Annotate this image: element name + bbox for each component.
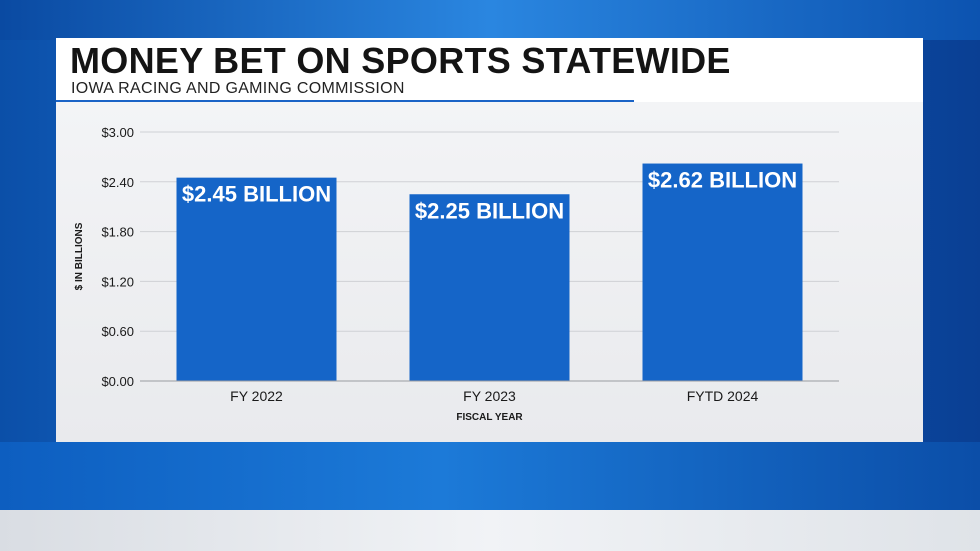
y-tick-label: $2.40 — [101, 175, 134, 190]
y-axis-label: $ IN BILLIONS — [74, 222, 85, 290]
bar-chart: $0.00 $0.60 $1.20 $1.80 $2.40 $3.00 $ IN BILLI… — [74, 125, 839, 423]
header-divider — [56, 100, 634, 102]
x-axis-label: FISCAL YEAR — [456, 412, 523, 423]
x-tick-label: FY 2022 — [230, 388, 283, 404]
chart-subtitle: IOWA RACING AND GAMING COMMISSION — [71, 80, 405, 97]
background-bottom-band — [0, 510, 980, 551]
chart-panel: $0.00 $0.60 $1.20 $1.80 $2.40 $3.00 $ IN BILLI… — [56, 102, 923, 442]
bar-data-label: $2.45 BILLION — [182, 182, 331, 207]
y-tick-label: $0.00 — [101, 374, 134, 389]
x-tick-label: FYTD 2024 — [687, 388, 759, 404]
bar — [409, 194, 570, 381]
bar-data-label: $2.25 BILLION — [415, 198, 564, 223]
chart-header: MONEY BET ON SPORTS STATEWIDE IOWA RACIN… — [56, 38, 923, 102]
x-tick-label: FY 2023 — [463, 388, 516, 404]
y-tick-label: $3.00 — [101, 125, 134, 140]
y-tick-label: $1.80 — [101, 225, 134, 240]
y-tick-label: $1.20 — [101, 274, 134, 289]
bar — [176, 177, 337, 381]
background-top-band — [0, 0, 980, 40]
chart-title: MONEY BET ON SPORTS STATEWIDE — [70, 40, 731, 81]
background-lower-band — [0, 442, 980, 512]
bar-data-label: $2.62 BILLION — [648, 168, 797, 193]
y-tick-label: $0.60 — [101, 324, 134, 339]
bar — [642, 163, 803, 381]
